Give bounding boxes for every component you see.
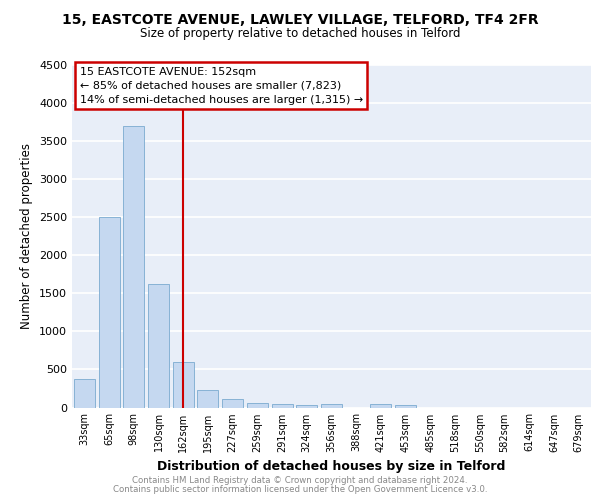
Y-axis label: Number of detached properties: Number of detached properties: [20, 143, 34, 329]
Bar: [98, 217, 119, 408]
Bar: [148, 284, 169, 408]
Bar: [74, 379, 95, 408]
Bar: [370, 404, 391, 407]
Bar: [296, 405, 317, 407]
Text: 15, EASTCOTE AVENUE, LAWLEY VILLAGE, TELFORD, TF4 2FR: 15, EASTCOTE AVENUE, LAWLEY VILLAGE, TEL…: [62, 12, 538, 26]
Bar: [247, 402, 268, 407]
Text: Size of property relative to detached houses in Telford: Size of property relative to detached ho…: [140, 28, 460, 40]
Bar: [321, 404, 342, 407]
Bar: [123, 126, 144, 408]
Text: Contains HM Land Registry data © Crown copyright and database right 2024.: Contains HM Land Registry data © Crown c…: [132, 476, 468, 485]
X-axis label: Distribution of detached houses by size in Telford: Distribution of detached houses by size …: [157, 460, 506, 473]
Bar: [222, 398, 243, 407]
Text: Contains public sector information licensed under the Open Government Licence v3: Contains public sector information licen…: [113, 485, 487, 494]
Bar: [395, 405, 416, 407]
Text: 15 EASTCOTE AVENUE: 152sqm
← 85% of detached houses are smaller (7,823)
14% of s: 15 EASTCOTE AVENUE: 152sqm ← 85% of deta…: [80, 66, 363, 104]
Bar: [197, 390, 218, 407]
Bar: [272, 404, 293, 407]
Bar: [173, 362, 194, 408]
